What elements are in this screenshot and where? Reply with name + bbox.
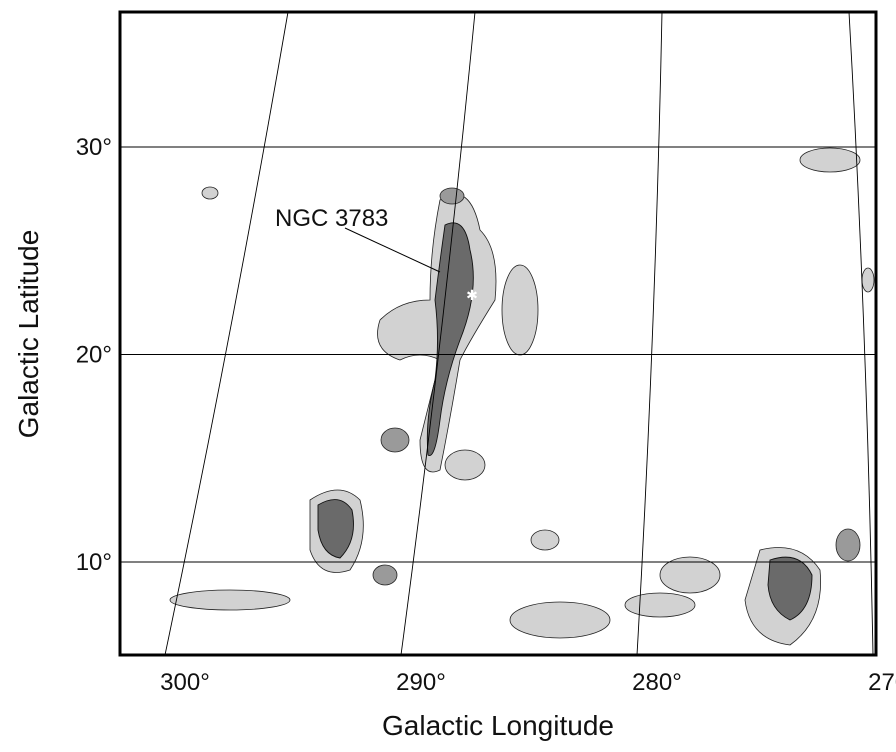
grid-line	[636, 11, 663, 656]
x-tick-label: 300°	[160, 669, 210, 696]
star: ✱	[466, 287, 478, 303]
cloud-core	[317, 499, 354, 559]
cloud	[799, 147, 861, 173]
grid-line	[164, 11, 289, 656]
x-axis-label: Galactic Longitude	[382, 710, 614, 741]
grid	[120, 11, 876, 656]
leader-line	[344, 227, 441, 273]
cloud	[501, 264, 539, 356]
cloud	[169, 589, 291, 611]
cloud	[835, 528, 861, 562]
x-tick-label: 280°	[632, 669, 682, 696]
grid-line	[400, 11, 476, 656]
cloud-core	[426, 222, 474, 456]
grid-line	[848, 11, 874, 656]
cloud	[439, 187, 465, 205]
cloud	[624, 592, 696, 618]
y-axis-label: Galactic Latitude	[13, 230, 44, 439]
cloud	[861, 267, 875, 293]
y-tick-label: 30°	[76, 134, 112, 161]
cloud	[444, 449, 486, 481]
frame	[118, 10, 878, 657]
hi-contours	[169, 147, 875, 646]
cloud	[509, 601, 611, 639]
y-tick-label: 20°	[76, 342, 112, 369]
cloud	[372, 564, 398, 586]
x-tick-label: 270°	[868, 669, 896, 696]
cloud	[380, 427, 410, 453]
annotation: NGC 3783	[275, 205, 388, 232]
cloud	[659, 556, 721, 594]
cloud-core	[767, 556, 813, 621]
x-tick-label: 290°	[396, 669, 446, 696]
cloud	[201, 186, 219, 200]
y-tick-label: 10°	[76, 549, 112, 576]
cloud	[530, 529, 560, 551]
